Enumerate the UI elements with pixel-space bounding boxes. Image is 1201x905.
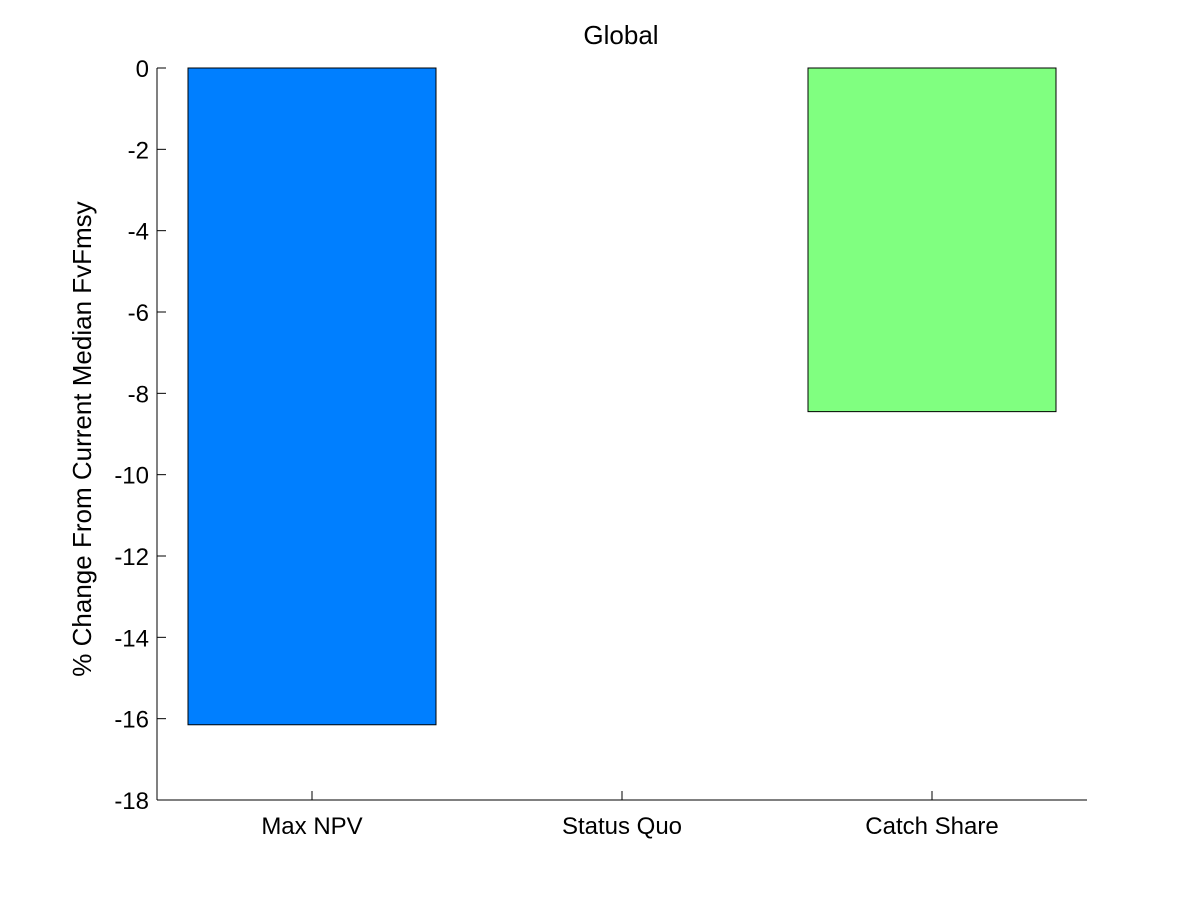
y-tick-label: -2 [128,137,149,164]
y-axis-label: % Change From Current Median FvFmsy [67,201,97,676]
y-ticks: 0 -2 -4 -6 -8 -10 -12 -14 -16 -18 [114,56,166,815]
y-tick-label: -4 [128,219,149,246]
bars-layer [187,67,1057,726]
y-tick-label: -10 [114,463,149,490]
x-tick-label: Catch Share [865,813,998,840]
x-tick-label: Max NPV [261,813,362,840]
y-tick-label: 0 [136,56,149,83]
y-tick-label: -14 [114,625,149,652]
x-ticks: Max NPV Status Quo Catch Share [261,791,999,840]
y-tick-label: -16 [114,707,149,734]
chart-title: Global [583,20,658,50]
y-tick-label: -6 [128,300,149,327]
bar-catch-share [807,67,1057,413]
bar-max-npv [187,67,437,726]
y-tick-label: -18 [114,788,149,815]
y-tick-label: -12 [114,544,149,571]
x-tick-label: Status Quo [562,813,682,840]
y-tick-label: -8 [128,381,149,408]
